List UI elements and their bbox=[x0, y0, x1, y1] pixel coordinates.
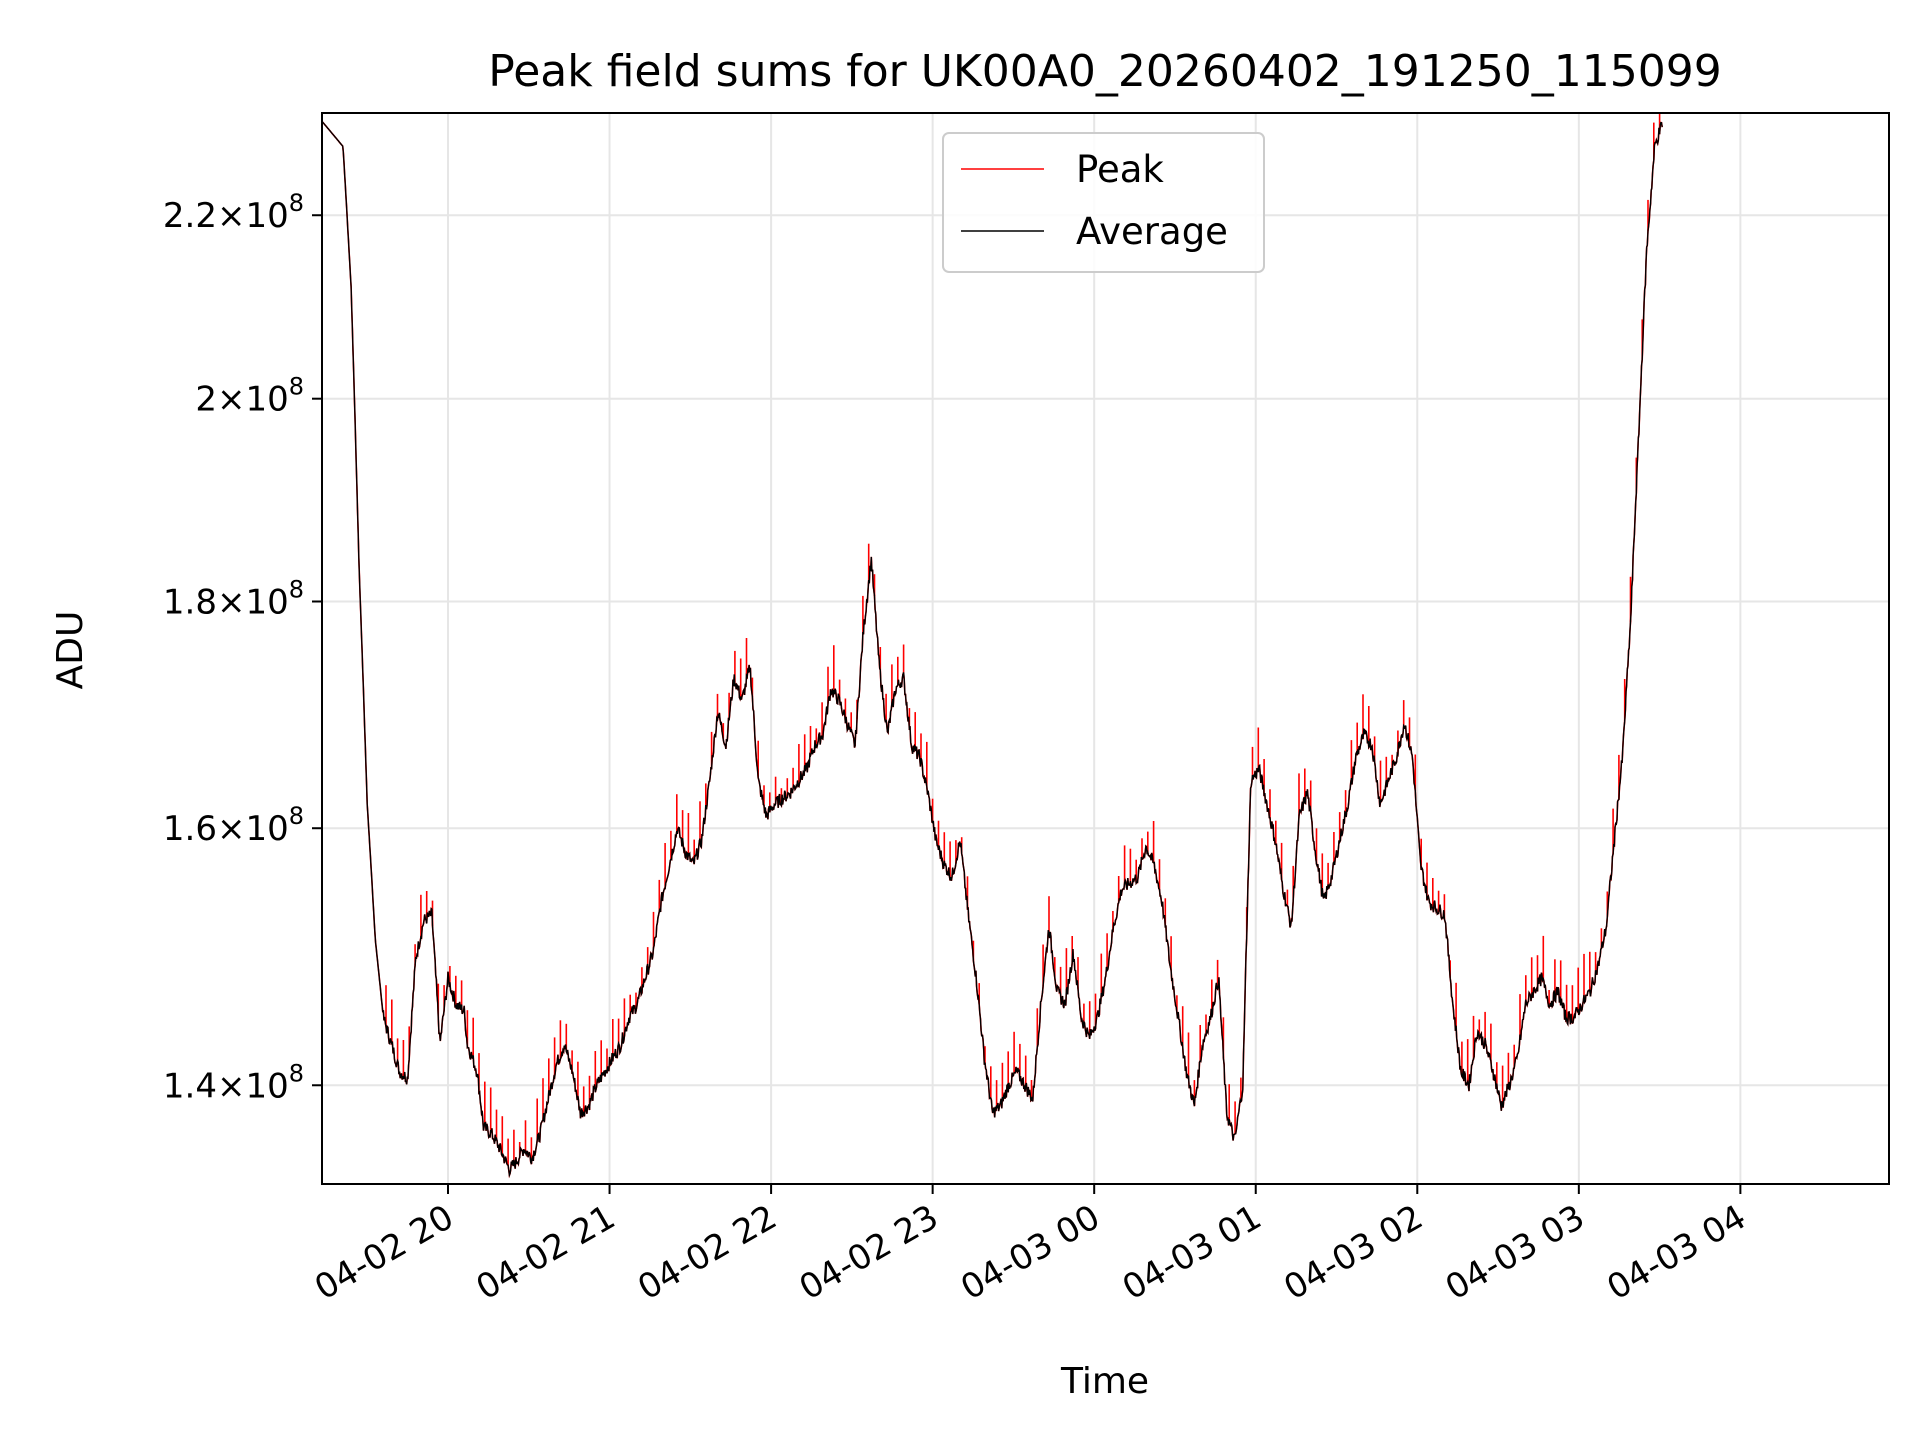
legend-label-peak: Peak bbox=[1076, 148, 1164, 191]
legend: Peak Average bbox=[942, 132, 1265, 273]
legend-label-average: Average bbox=[1076, 210, 1228, 253]
y-tick-label: 1.6×108 bbox=[163, 802, 304, 849]
average-line bbox=[322, 120, 1663, 1178]
y-tick-label: 2×108 bbox=[195, 373, 304, 420]
series-average bbox=[322, 120, 1663, 1178]
plot-frame bbox=[321, 112, 1890, 1185]
y-tick-label: 1.8×108 bbox=[163, 576, 304, 623]
y-axis-ticks: 1.4×108 1.6×108 1.8×108 2×108 2.2×108 bbox=[163, 189, 322, 1106]
plot-area bbox=[322, 113, 1663, 1179]
chart-title: Peak field sums for UK00A0_20260402_1912… bbox=[488, 46, 1721, 97]
y-axis-title: ADU bbox=[50, 611, 91, 690]
y-tick-label: 2.2×108 bbox=[163, 189, 304, 236]
legend-box bbox=[942, 132, 1265, 273]
y-tick-label: 1.4×108 bbox=[163, 1059, 304, 1106]
x-axis-title: Time bbox=[1060, 1361, 1149, 1402]
